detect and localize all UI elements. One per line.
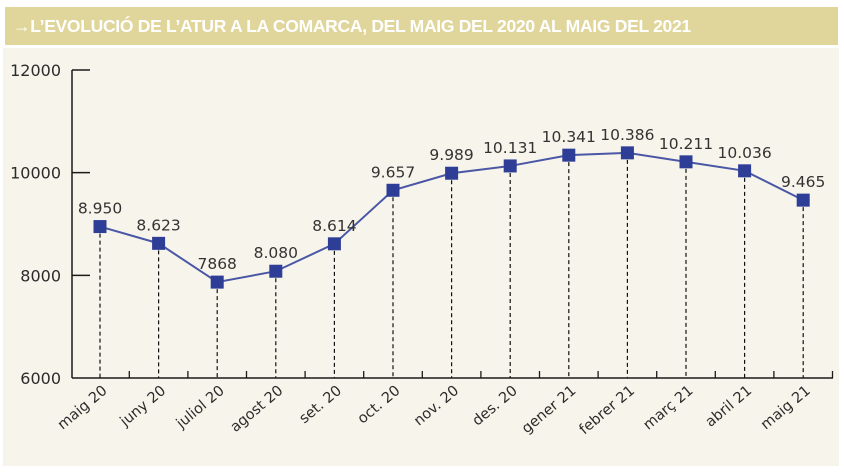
x-tick-label: abril 21 xyxy=(703,383,756,431)
chart-panel xyxy=(3,48,839,466)
x-tick-label: nov. 20 xyxy=(411,383,462,429)
data-point-marker xyxy=(445,166,459,180)
data-label: 8.623 xyxy=(136,216,180,234)
data-label: 10.211 xyxy=(659,135,713,153)
data-point-marker xyxy=(679,155,693,169)
axes xyxy=(71,70,833,379)
data-label: 9.657 xyxy=(371,163,415,181)
data-point-marker xyxy=(738,164,752,178)
x-tick-label: maig 21 xyxy=(758,383,814,433)
x-tick-label: oct. 20 xyxy=(355,383,404,428)
data-label: 8.080 xyxy=(254,244,298,262)
data-point-marker xyxy=(503,159,517,173)
data-label: 10.341 xyxy=(542,128,596,146)
data-point-marker xyxy=(327,237,341,251)
x-tick-label: juliol 20 xyxy=(173,383,228,433)
x-tick-label: agost 20 xyxy=(228,383,287,436)
x-tick-label: juny 20 xyxy=(117,383,169,431)
x-tick-label: febrer 21 xyxy=(576,383,637,438)
data-point-marker xyxy=(796,193,810,207)
data-label: 9.465 xyxy=(781,173,825,191)
x-tick-label: set. 20 xyxy=(297,383,345,427)
series xyxy=(93,146,810,289)
data-label: 10.386 xyxy=(600,126,654,144)
data-point-marker xyxy=(269,264,283,278)
data-label: 7868 xyxy=(197,255,236,273)
data-label: 10.131 xyxy=(483,139,537,157)
x-tick-label: gener 21 xyxy=(519,383,579,437)
data-point-marker xyxy=(562,148,576,162)
data-label: 9.989 xyxy=(429,146,473,164)
x-tick-label: març 21 xyxy=(641,383,697,434)
title-band: →L’EVOLUCIÓ DE L’ATUR A LA COMARCA, DEL … xyxy=(5,7,838,45)
y-tick-label: 10000 xyxy=(10,164,61,183)
data-labels: 8.950 8.623 7868 8.080 8.614 9.657 9.989 10.131… xyxy=(78,126,826,273)
y-tick-label: 8000 xyxy=(20,266,61,285)
data-point-marker xyxy=(210,275,224,289)
data-point-marker xyxy=(386,183,400,197)
x-ticks: maig 20 juny 20 juliol 20 agost 20 set. 20 oc… xyxy=(55,371,834,438)
y-ticks: 6000 8000 10000 12000 xyxy=(10,61,90,388)
chart-title-text: L’EVOLUCIÓ DE L’ATUR A LA COMARCA, DEL M… xyxy=(30,15,691,36)
arrow-right-icon: → xyxy=(13,15,31,36)
data-point-marker xyxy=(620,146,634,160)
chart-title: →L’EVOLUCIÓ DE L’ATUR A LA COMARCA, DEL … xyxy=(5,16,691,37)
data-label: 8.614 xyxy=(312,217,356,235)
data-point-marker xyxy=(152,236,166,250)
x-tick-label: des. 20 xyxy=(470,383,521,430)
drop-lines xyxy=(99,152,804,378)
y-tick-label: 6000 xyxy=(20,369,61,388)
y-tick-label: 12000 xyxy=(10,61,61,80)
data-label: 10.036 xyxy=(717,144,771,162)
x-tick-label: maig 20 xyxy=(55,383,111,433)
data-label: 8.950 xyxy=(78,200,122,218)
data-point-marker xyxy=(93,220,107,234)
